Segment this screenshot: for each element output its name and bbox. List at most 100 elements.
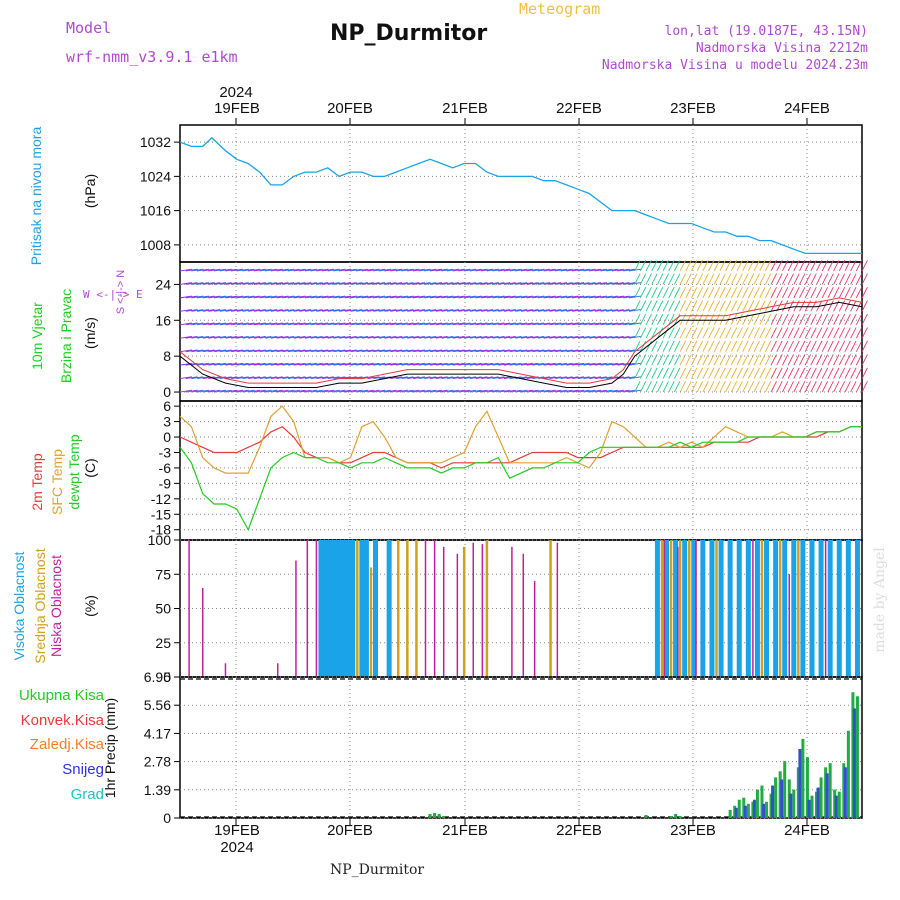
wind-barb	[855, 367, 863, 379]
wind-barb	[418, 309, 431, 312]
wind-barb	[634, 273, 641, 285]
wind-barb	[639, 313, 647, 325]
wind-barb	[214, 335, 227, 339]
wind-barb	[713, 260, 721, 272]
wind-barb	[549, 282, 562, 285]
wind-barb	[844, 354, 851, 366]
wind-barb	[373, 389, 386, 393]
wind-barb	[276, 268, 289, 272]
precip-total-bar	[846, 730, 850, 818]
wind-barb	[776, 327, 783, 339]
wind-barb	[458, 309, 471, 312]
wind-barb	[293, 335, 306, 339]
wind-barb	[424, 335, 437, 339]
wind-barb	[662, 354, 669, 366]
precip-total-bar	[851, 692, 855, 818]
wind-barb	[639, 340, 647, 352]
wind-barb	[344, 362, 357, 366]
wind-barb	[412, 376, 425, 380]
year-bottom: 2024	[220, 839, 254, 856]
wind-barb	[668, 273, 675, 285]
wind-barb	[253, 295, 266, 299]
wind-barb	[486, 349, 499, 353]
temp-sfc-line	[179, 405, 862, 474]
wind-barb	[231, 349, 244, 353]
cloud-low-bar	[533, 581, 536, 677]
wind-barb	[793, 367, 800, 379]
wind-barb	[821, 260, 829, 272]
wind-barb	[634, 286, 641, 299]
wind-barb	[844, 260, 851, 272]
wind-barb	[253, 376, 266, 380]
wind-barb	[549, 389, 562, 393]
wind-barb	[844, 327, 851, 339]
wind-barb	[435, 389, 448, 393]
cloud-high-bar	[654, 540, 660, 677]
wind-barb	[219, 335, 232, 339]
wind-barb	[804, 260, 812, 272]
wind-barb	[401, 349, 414, 353]
wind-barb	[572, 322, 585, 326]
wind-barb	[787, 273, 794, 285]
wind-barb	[804, 286, 812, 299]
wind-barb	[447, 335, 460, 339]
wind-barb	[253, 389, 266, 393]
wind-barb	[645, 327, 652, 339]
precip-ytick-label-2: 4.17	[144, 725, 171, 741]
wind-barb	[821, 327, 829, 339]
wind-barb	[429, 268, 442, 272]
wind-barb	[185, 335, 198, 339]
cloud-mid-bar	[797, 540, 800, 677]
wind-barb	[242, 309, 255, 312]
wind-barb	[350, 362, 363, 366]
precip-snow-bar	[834, 795, 838, 818]
wind-barb	[248, 295, 261, 299]
wind-barb	[339, 389, 352, 393]
wind-barb	[816, 367, 823, 379]
precip-total-bar	[742, 797, 746, 818]
wind-ytick-label-0: 24	[155, 276, 171, 292]
wind-barb	[407, 295, 420, 299]
date-bottom-3: 21FEB	[442, 822, 488, 839]
wind-barb	[265, 335, 278, 339]
wind-barb	[702, 300, 709, 312]
wind-barb	[498, 309, 511, 312]
wind-barb	[475, 295, 488, 299]
wind-barb	[475, 362, 488, 366]
wind-barb	[662, 340, 669, 352]
wind-barb	[833, 260, 840, 272]
wind-barb	[350, 309, 363, 312]
wind-barb	[589, 376, 602, 380]
cloud-high-bar	[318, 540, 324, 677]
wind-barb	[702, 381, 709, 393]
wind-barb	[679, 260, 686, 272]
date-top-4: 22FEB	[556, 100, 602, 117]
cloud-high-bar	[718, 540, 724, 677]
wind-barb	[719, 300, 726, 312]
wind-barb	[753, 354, 760, 366]
wind-barb	[572, 295, 585, 299]
wind-barb	[577, 376, 590, 380]
wind-barb	[378, 295, 391, 299]
wind-barb	[555, 295, 568, 299]
precip-ytick-label-4: 1.39	[144, 782, 171, 798]
wind-barb	[634, 340, 641, 352]
wind-barb	[555, 349, 568, 353]
cloud-low-bar	[424, 540, 427, 677]
wind-barb	[282, 349, 295, 353]
wind-barb	[304, 282, 317, 285]
wind-barb	[861, 273, 868, 285]
wind-barb	[566, 295, 579, 299]
wind-barb	[600, 322, 613, 326]
wind-barb	[861, 300, 868, 312]
wind-barb	[498, 376, 511, 380]
cloud-high-bar	[332, 540, 338, 677]
wind-barb	[782, 313, 789, 325]
wind-barb	[827, 313, 834, 325]
wind-barb	[401, 322, 414, 326]
wind-barb	[713, 381, 721, 393]
wind-barb	[799, 260, 806, 272]
wind-barb	[287, 349, 300, 353]
wind-barb	[333, 389, 346, 393]
precip-legend-convective: Konvek.Kisa	[20, 712, 104, 729]
